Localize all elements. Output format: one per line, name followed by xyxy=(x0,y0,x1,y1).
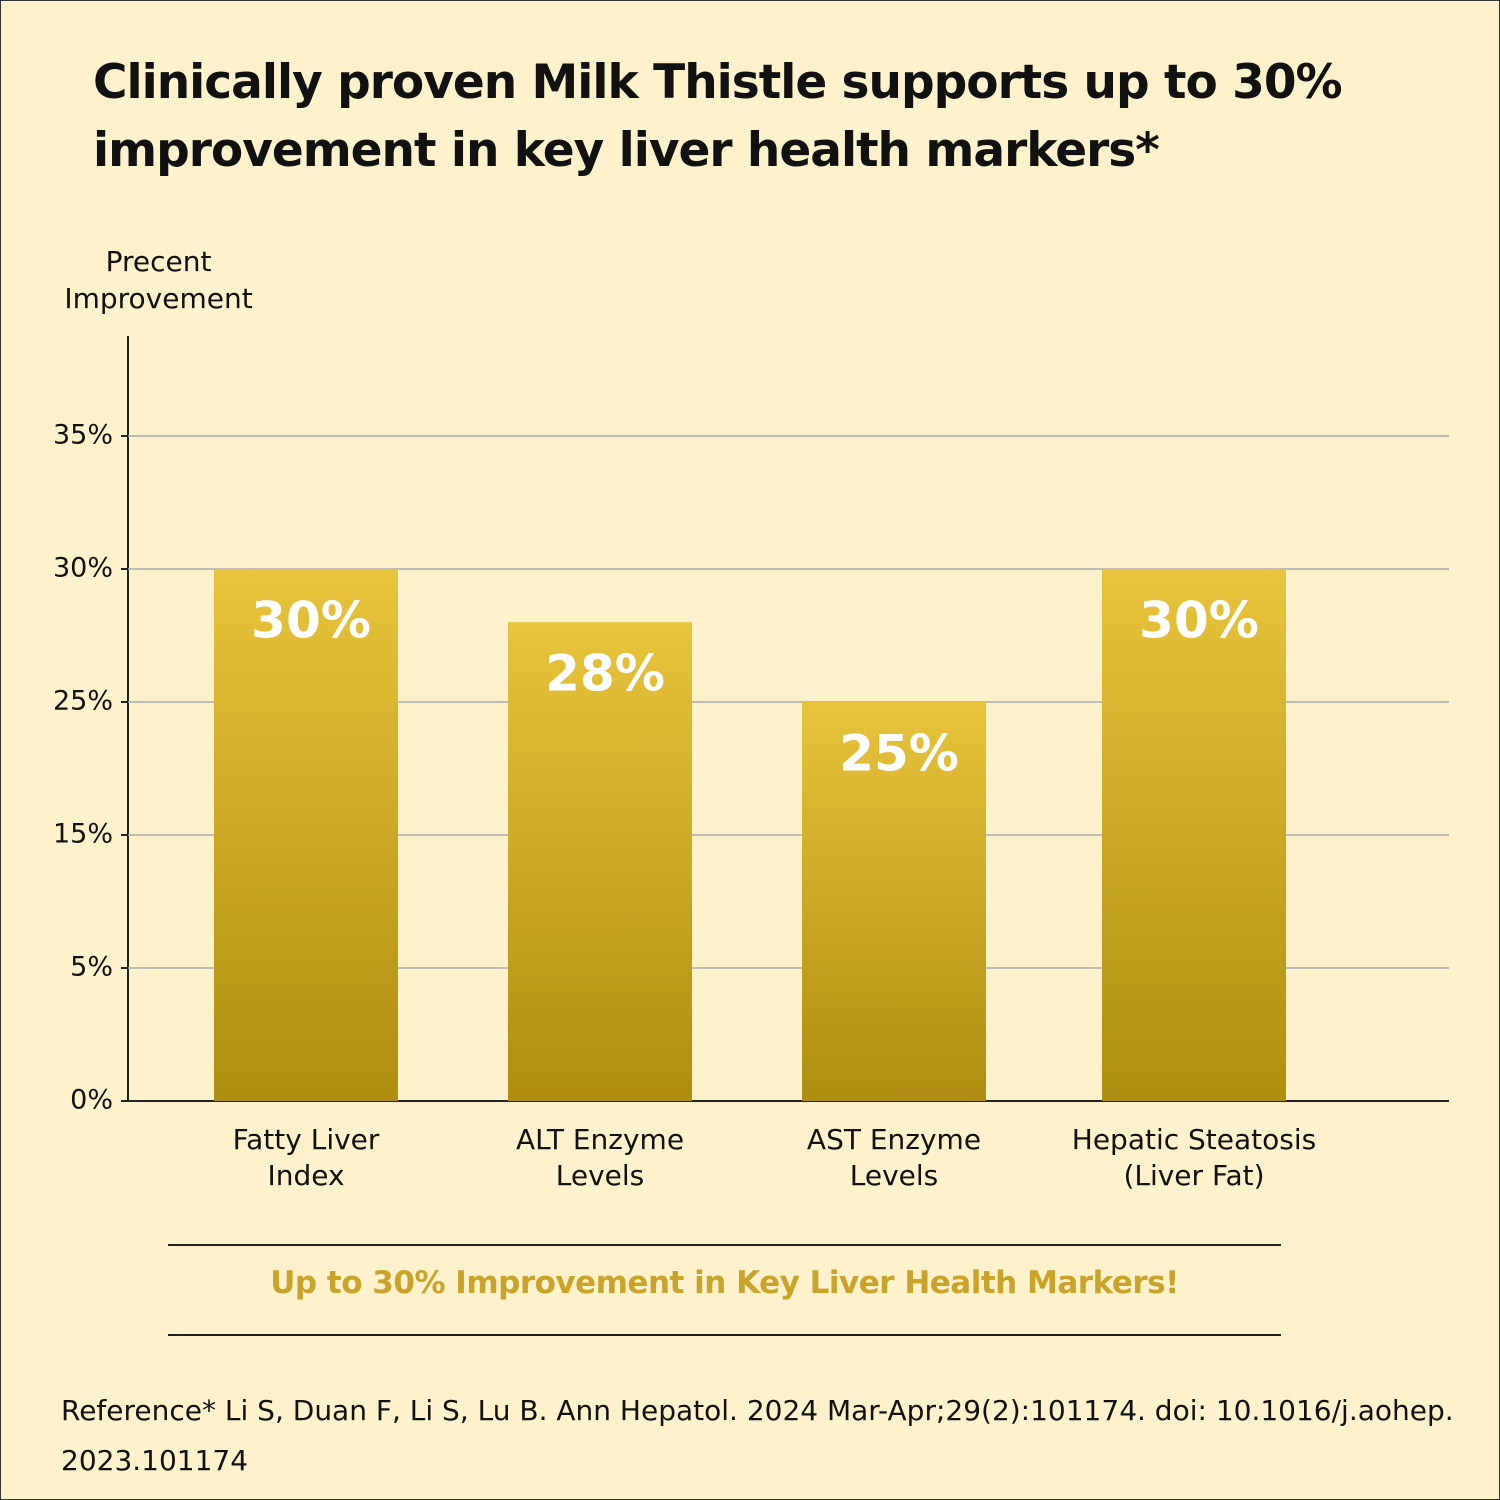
bar xyxy=(802,702,986,1101)
data-label: 30% xyxy=(251,592,371,650)
data-label: 28% xyxy=(545,645,665,703)
reference: Reference* Li S, Duan F, Li S, Lu B. Ann… xyxy=(61,1394,1454,1477)
y-axis-title: Precent Improvement xyxy=(64,245,253,315)
y-tick-label: 25% xyxy=(53,686,113,717)
data-label: 30% xyxy=(1139,592,1259,650)
bar xyxy=(214,569,398,1101)
tagline: Up to 30% Improvement in Key Liver Healt… xyxy=(270,1265,1179,1301)
y-tick-label: 30% xyxy=(53,553,113,584)
x-tick-label: Hepatic Steatosis (Liver Fat) xyxy=(1071,1123,1317,1192)
y-tick-label: 35% xyxy=(53,420,113,451)
x-tick-label: AST Enzyme Levels xyxy=(806,1123,982,1192)
y-tick-label: 15% xyxy=(53,819,113,850)
x-tick-label: Fatty Liver Index xyxy=(232,1123,380,1192)
data-label: 25% xyxy=(839,725,959,783)
chart-title: Clinically proven Milk Thistle supports … xyxy=(93,55,1343,178)
y-tick-label: 5% xyxy=(70,952,113,983)
bar xyxy=(1102,569,1286,1101)
x-tick-label: ALT Enzyme Levels xyxy=(515,1123,685,1192)
y-tick-label: 0% xyxy=(70,1085,113,1116)
bar xyxy=(508,622,692,1101)
